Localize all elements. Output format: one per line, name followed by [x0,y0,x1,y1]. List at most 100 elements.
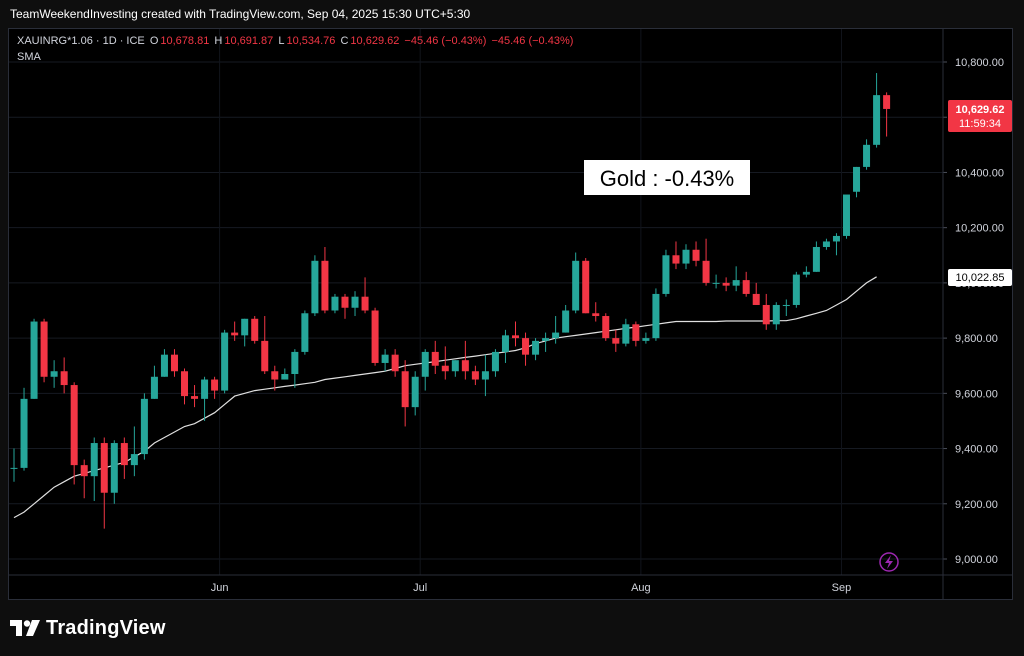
candle-body [742,280,750,294]
candle-body [782,304,790,306]
candle [822,238,830,250]
candle [40,318,48,383]
candle [371,307,379,366]
candle-body [191,396,199,399]
candle-body [401,371,409,408]
y-tick-label: 9,200.00 [955,499,998,511]
candle [120,437,128,479]
candle [391,349,399,377]
last-price-label: 10,629.62 [956,104,1005,116]
candle-body [70,385,78,466]
candle-body [572,260,580,311]
candle [291,349,299,388]
candle-body [602,316,610,339]
candle [221,329,229,394]
candle [762,293,770,330]
x-tick-label: Jul [413,582,427,594]
candle [652,288,660,341]
candle-body [632,324,640,341]
candle-body [471,371,479,380]
candle [471,365,479,386]
candle [732,266,740,292]
candle [251,316,259,344]
candle-body [752,293,760,305]
sma-layer [13,276,877,519]
candle [90,437,98,502]
annotation-text: Gold : -0.43% [600,166,735,191]
candle [201,376,209,421]
candle [632,321,640,347]
candle-body [341,296,349,308]
candle-body [291,351,299,375]
candle-body [802,271,810,275]
candle [752,282,760,305]
annotation-box[interactable]: Gold : -0.43% [584,160,750,195]
y-tick-label: 10,200.00 [955,223,1004,235]
low-value: 10,534.76 [286,35,336,47]
candle-body [211,379,219,391]
candle [712,274,720,289]
candle [832,233,840,256]
tradingview-logo-icon [10,620,40,636]
candle-body [150,376,158,399]
candle [30,318,38,399]
candle [662,249,670,297]
candle-body [181,371,189,397]
candle [211,376,219,399]
candle-body [90,443,98,477]
candle [401,360,409,427]
y-tick-label: 9,600.00 [955,388,998,400]
candle-body [441,365,449,372]
candle [261,316,269,375]
candle-body [331,296,339,311]
sma-indicator-label: SMA [17,51,41,63]
candle-body [371,310,379,363]
change-value: −45.46 (−0.43%) [404,35,487,47]
candle [301,310,309,355]
candle-body [80,465,88,477]
candle-body [30,321,38,399]
candle [50,360,58,388]
candle [512,321,519,347]
candle-body [461,360,469,372]
open-key: O [149,35,159,47]
candle-body [221,332,229,391]
low-key: L [278,35,285,47]
candle [501,329,509,363]
candle [191,385,199,408]
candle-body [130,454,138,466]
candle-body [582,260,590,314]
candle-body [321,260,329,311]
lightning-icon[interactable] [879,552,899,572]
candle [742,271,750,297]
change-value-2: −45.46 (−0.43%) [491,35,574,47]
candle-body [421,351,429,377]
chart-panel[interactable] [8,28,1013,600]
candle-body [271,371,279,380]
candle [110,440,118,504]
candle [241,318,249,347]
tradingview-logo: TradingView [10,616,166,640]
candle [170,349,178,377]
candle-body [381,354,389,363]
candle-body [662,255,670,294]
candle-body [873,95,881,145]
candle [572,252,580,314]
candle [782,299,790,317]
y-tick-label: 9,000.00 [955,554,998,566]
candle [602,313,610,341]
candle-body [170,354,178,372]
candle [441,346,449,380]
candle-body [20,398,28,468]
candle-body [732,280,740,286]
candle-body [592,313,600,317]
candle-body [411,376,419,408]
candle [853,166,861,198]
candle-body [642,338,650,341]
close-value: 10,629.62 [350,35,400,47]
candle [883,92,891,137]
candle [642,332,650,344]
grid-lines [9,29,943,575]
candle [491,349,499,377]
